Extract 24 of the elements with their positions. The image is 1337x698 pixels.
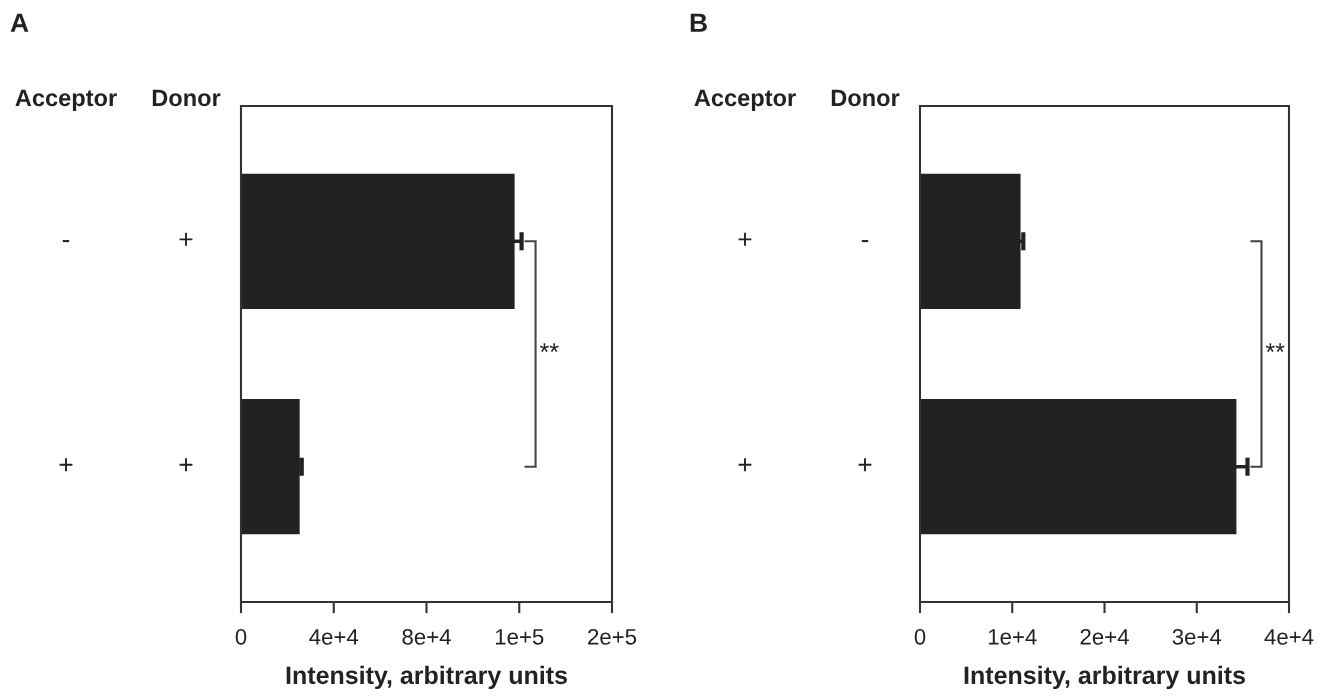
y2-tick-label: +	[179, 232, 193, 246]
y2-tick-label: -	[861, 240, 869, 243]
y-axis-title: Acceptor	[694, 89, 796, 111]
x-axis-title: Intensity, arbitrary units	[286, 665, 567, 690]
y2-tick-label: +	[179, 458, 193, 472]
x-tick-label: 2e+4	[1080, 628, 1129, 645]
x-tick-label: 1e+4	[988, 629, 1037, 645]
y-axis-title: Acceptor	[15, 89, 117, 111]
annotation: **	[1265, 343, 1285, 353]
text: B	[690, 13, 707, 32]
x-tick-label: 4e+4	[1264, 629, 1314, 645]
y2-axis-title: Donor	[152, 89, 221, 107]
x-tick-label: 0	[235, 628, 247, 645]
annotation: **	[539, 343, 559, 353]
text: A	[10, 13, 29, 32]
y2-axis-title: Donor	[831, 89, 900, 107]
x-tick-label: 0	[914, 628, 926, 645]
y2-tick-label: +	[858, 458, 872, 472]
x-tick-label: 3e+4	[1172, 628, 1222, 645]
x-tick-label: 2e+5	[588, 628, 637, 645]
x-tick-label: 4e+4	[309, 629, 359, 645]
x-axis-title: Intensity, arbitrary units	[964, 665, 1245, 690]
x-tick-label: 8e+4	[402, 628, 451, 645]
x-tick-label: 1e+5	[495, 629, 544, 645]
